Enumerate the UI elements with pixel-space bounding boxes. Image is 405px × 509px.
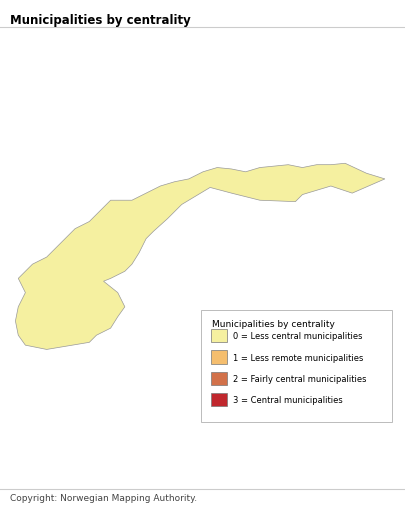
Text: Municipalities by centrality: Municipalities by centrality [10,14,190,27]
Text: 3 = Central municipalities: 3 = Central municipalities [232,395,341,405]
Text: 2 = Fairly central municipalities: 2 = Fairly central municipalities [232,374,365,383]
Text: 0 = Less central municipalities: 0 = Less central municipalities [232,331,361,341]
Text: Copyright: Norwegian Mapping Authority.: Copyright: Norwegian Mapping Authority. [10,493,197,502]
Polygon shape [15,164,384,350]
Text: Municipalities by centrality: Municipalities by centrality [211,319,334,328]
Text: 1 = Less remote municipalities: 1 = Less remote municipalities [232,353,362,362]
